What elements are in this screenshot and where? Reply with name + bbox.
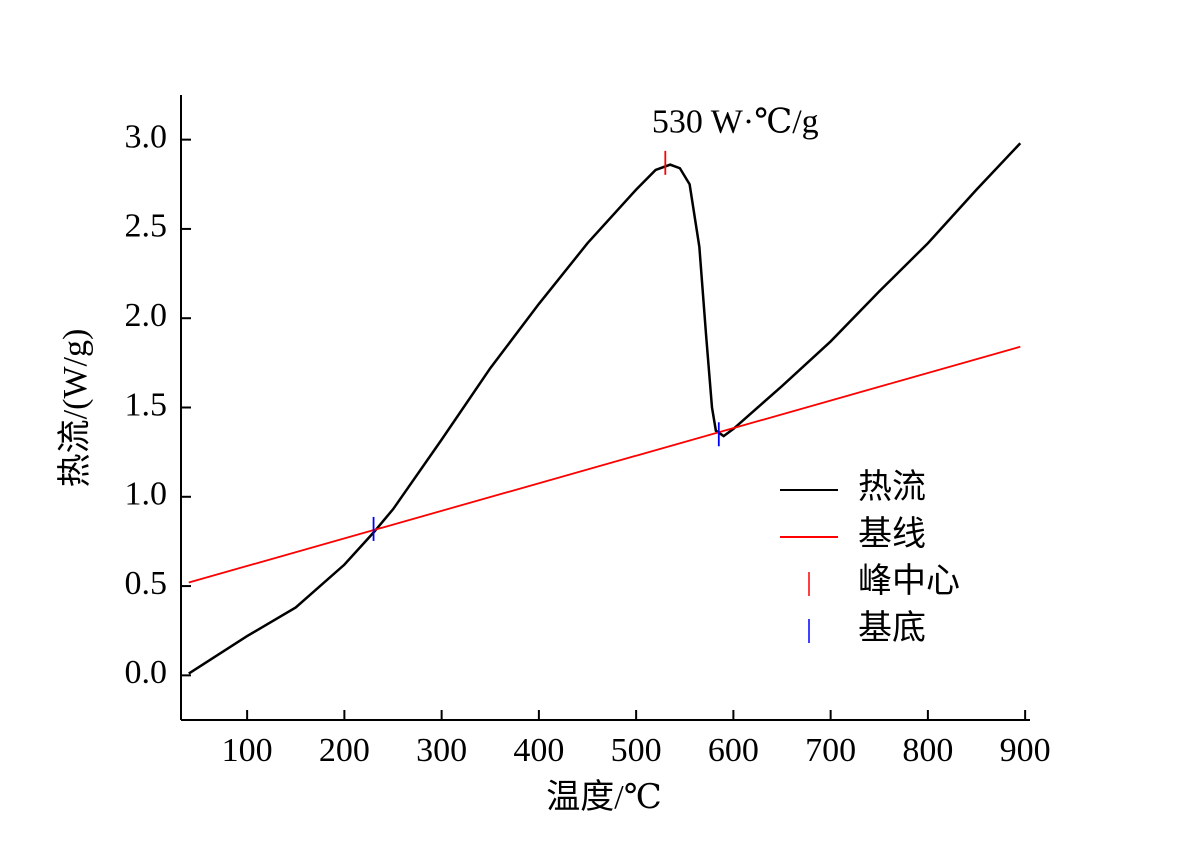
x-tick-label: 800 bbox=[902, 732, 953, 769]
x-tick-label: 300 bbox=[416, 732, 467, 769]
legend-label: 峰中心 bbox=[858, 562, 960, 600]
legend-label: 基底 bbox=[858, 609, 926, 647]
y-tick-label: 1.0 bbox=[125, 476, 168, 513]
x-tick-label: 600 bbox=[708, 732, 759, 769]
series-line bbox=[188, 345, 1021, 584]
y-tick-label: 0.5 bbox=[125, 565, 168, 602]
x-axis-label: 温度/℃ bbox=[546, 778, 661, 816]
legend-label: 基线 bbox=[858, 515, 926, 553]
y-tick-label: 1.5 bbox=[125, 386, 168, 423]
y-tick-label: 0.0 bbox=[125, 654, 168, 691]
y-tick-label: 2.5 bbox=[125, 208, 168, 245]
series-line bbox=[188, 142, 1022, 675]
x-tick-label: 400 bbox=[513, 732, 564, 769]
annotation: 530 W·℃/g bbox=[652, 104, 819, 141]
x-tick-label: 200 bbox=[319, 732, 370, 769]
x-tick-label: 100 bbox=[222, 732, 273, 769]
x-tick-label: 500 bbox=[611, 732, 662, 769]
y-axis-label: 热流/(W/g) bbox=[56, 329, 94, 488]
y-tick-label: 3.0 bbox=[125, 118, 168, 155]
legend-label: 热流 bbox=[858, 468, 926, 506]
y-tick-label: 2.0 bbox=[125, 297, 168, 334]
x-tick-label: 700 bbox=[805, 732, 856, 769]
x-tick-label: 900 bbox=[1000, 732, 1051, 769]
